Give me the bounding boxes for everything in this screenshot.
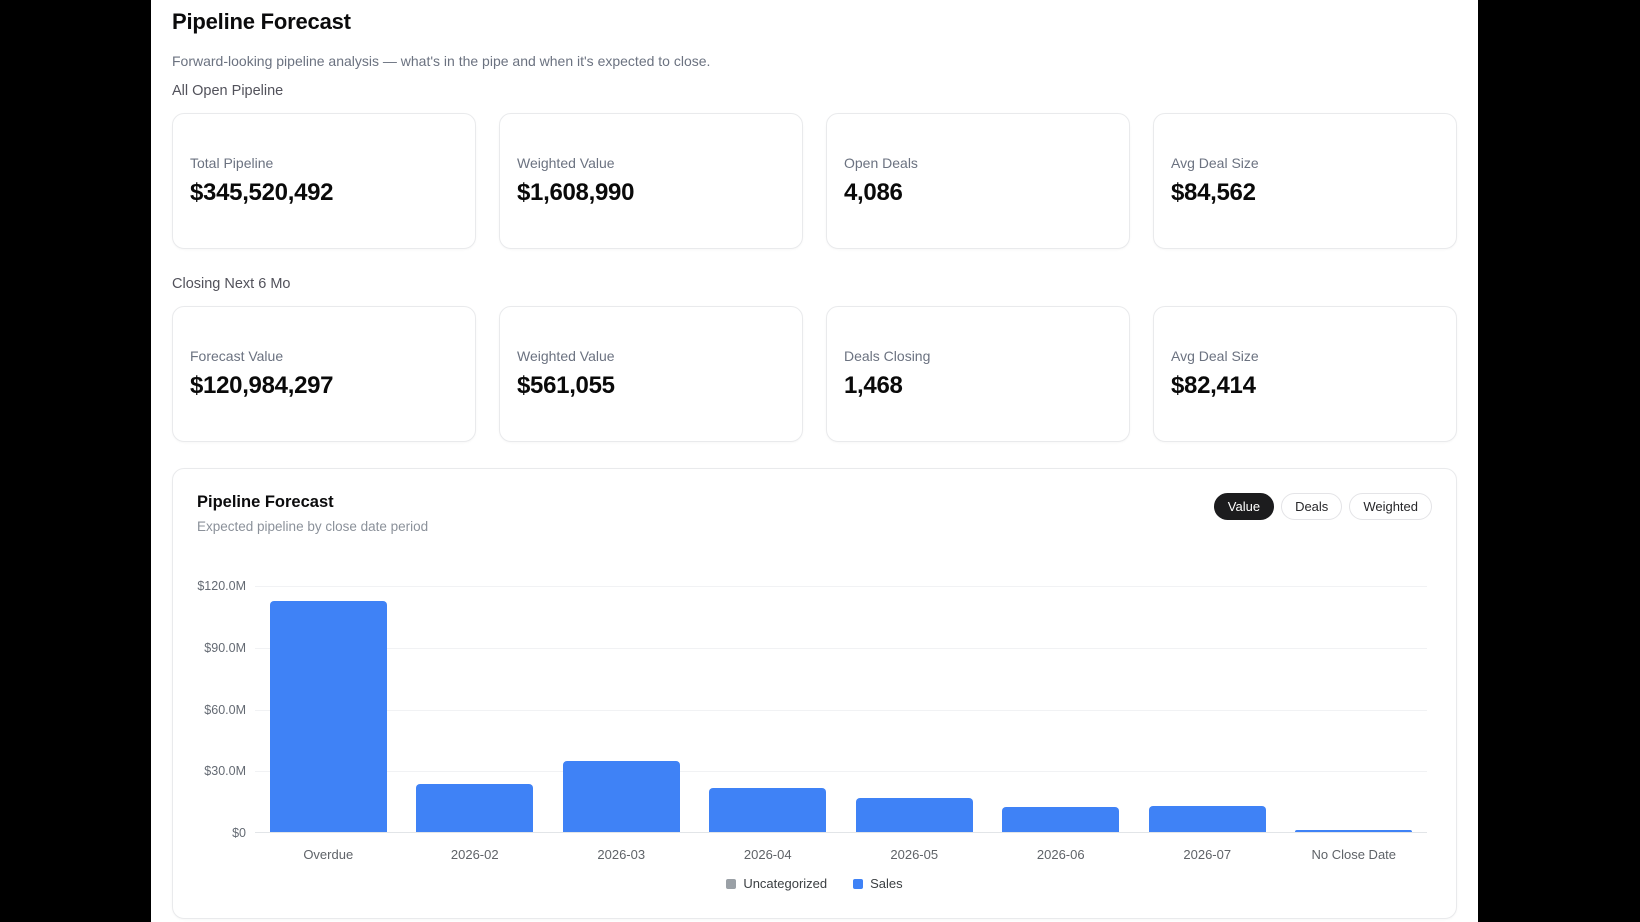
y-tick-label--120-0m: $120.0M [197,579,246,593]
stat-card-weighted-value-6mo: Weighted Value $561,055 [499,306,803,442]
stat-card-avg-deal-size: Avg Deal Size $84,562 [1153,113,1457,249]
x-tick-label-2026-06: 2026-06 [1036,847,1085,862]
stat-label: Open Deals [844,155,918,171]
chart-legend: Uncategorized Sales [173,876,1456,891]
bar-no-close-date-sales[interactable] [1295,829,1413,832]
chart-header: Pipeline Forecast Expected pipeline by c… [197,493,1432,534]
toggle-deals-button[interactable]: Deals [1281,493,1343,520]
stat-value: $84,562 [1171,179,1256,206]
y-tick-label--90-0m: $90.0M [204,640,246,655]
section-label-closing-next-6-mo: Closing Next 6 Mo [172,276,291,292]
stat-cards-row-all-open: Total Pipeline $345,520,492 Weighted Val… [172,113,1457,249]
bar-2026-04-sales[interactable] [709,788,827,832]
bar-2026-05-sales[interactable] [855,798,973,832]
stat-card-avg-deal-size-6mo: Avg Deal Size $82,414 [1153,306,1457,442]
stat-label: Forecast Value [190,348,284,364]
stat-label: Deals Closing [844,348,931,364]
gridline-30m [255,771,1427,773]
y-tick-label--30-0m: $30.0M [204,764,246,779]
legend-label-uncategorized: Uncategorized [743,876,828,891]
toggle-value-button[interactable]: Value [1213,493,1275,520]
chart-title: Pipeline Forecast [197,493,334,511]
x-axis-labels: Overdue 2026-02 2026-03 2026-04 2026-05 2026-… [255,847,1427,863]
stat-card-deals-closing: Deals Closing 1,468 [826,306,1130,442]
plot-area [255,586,1427,833]
bar-2026-06-sales[interactable] [1002,807,1120,832]
stat-card-forecast-value: Forecast Value $120,984,297 [172,306,476,442]
bar-2026-03-sales[interactable] [562,761,680,832]
legend-swatch-sales [853,878,864,889]
x-tick-label-2026-03: 2026-03 [597,847,646,862]
bar-2026-02-sales[interactable] [416,784,534,832]
x-tick-label-no-close-date: No Close Date [1311,847,1397,862]
section-label-all-open-pipeline: All Open Pipeline [172,83,284,99]
stat-value: $82,414 [1171,372,1256,399]
legend-swatch-uncategorized [726,878,737,889]
bar-overdue-sales[interactable] [269,600,387,832]
x-tick-label-overdue: Overdue [303,847,354,862]
legend-label-sales: Sales [870,876,903,891]
stat-label: Total Pipeline [190,155,274,171]
chart-title-block: Pipeline Forecast Expected pipeline by c… [197,493,428,534]
x-tick-label-2026-04: 2026-04 [743,847,792,862]
stat-card-open-deals: Open Deals 4,086 [826,113,1130,249]
x-tick-label-2026-02: 2026-02 [450,847,499,862]
stat-value: 1,468 [844,372,903,399]
gridline-60m [255,709,1427,711]
stat-label: Avg Deal Size [1171,155,1259,171]
stat-value: $120,984,297 [190,372,334,399]
stat-value: $1,608,990 [517,179,635,206]
legend-item-uncategorized[interactable]: Uncategorized [726,876,827,891]
stat-cards-row-closing-6mo: Forecast Value $120,984,297 Weighted Val… [172,306,1457,442]
y-tick-label--60-0m: $60.0M [204,702,246,717]
stat-label: Avg Deal Size [1171,348,1259,364]
toggle-weighted-button[interactable]: Weighted [1349,493,1432,520]
page-title: Pipeline Forecast [172,9,351,34]
x-tick-label-2026-05: 2026-05 [890,847,939,862]
x-tick-label-2026-07: 2026-07 [1183,847,1232,862]
stat-card-weighted-value: Weighted Value $1,608,990 [499,113,803,249]
legend-item-sales[interactable]: Sales [853,876,903,891]
chart-subtitle: Expected pipeline by close date period [197,519,429,534]
gridline-90m [255,647,1427,649]
bar-2026-07-sales[interactable] [1148,806,1266,832]
stat-value: $345,520,492 [190,179,334,206]
page-subtitle: Forward-looking pipeline analysis — what… [172,53,711,69]
gridline-120m [255,586,1427,587]
chart-mode-toggle: Value Deals Weighted [1213,493,1432,520]
stat-value: 4,086 [844,179,903,206]
stat-label: Weighted Value [517,348,615,364]
stat-label: Weighted Value [517,155,615,171]
stat-value: $561,055 [517,372,615,399]
pipeline-forecast-chart-card: Pipeline Forecast Expected pipeline by c… [172,468,1457,919]
page-canvas: Pipeline Forecast Forward-looking pipeli… [151,0,1478,922]
stat-card-total-pipeline: Total Pipeline $345,520,492 [172,113,476,249]
y-tick-label--0: $0 [232,826,246,840]
